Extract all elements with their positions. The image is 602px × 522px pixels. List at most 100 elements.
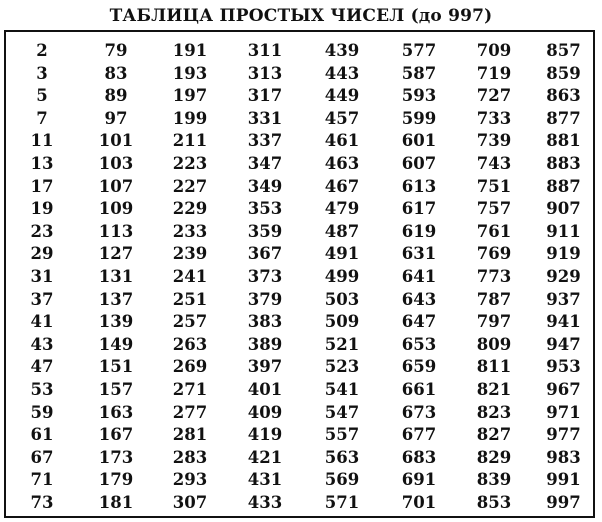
table-cell: 941 <box>546 312 581 332</box>
table-cell: 491 <box>324 244 360 264</box>
table-cell: 173 <box>98 447 134 467</box>
table-cell: 743 <box>476 153 512 173</box>
table-cell: 263 <box>172 334 208 354</box>
table-cell: 733 <box>476 108 512 128</box>
table-cell: 431 <box>247 470 283 490</box>
table-cell: 787 <box>476 289 512 309</box>
table-cell: 521 <box>324 334 360 354</box>
table-cell: 631 <box>401 244 437 264</box>
table-cell: 757 <box>476 199 512 219</box>
table-cell: 593 <box>401 86 437 106</box>
table-cell: 47 <box>30 357 54 377</box>
table-cell: 823 <box>476 402 512 422</box>
table-cell: 419 <box>247 425 283 445</box>
table-cell: 241 <box>172 266 208 286</box>
table-cell: 677 <box>401 425 437 445</box>
table-cell: 881 <box>546 131 581 151</box>
table-cell: 251 <box>172 289 208 309</box>
table-cell: 761 <box>476 221 512 241</box>
table-cell: 947 <box>546 334 581 354</box>
table-cell: 3 <box>36 63 48 83</box>
table-cell: 617 <box>401 199 437 219</box>
table-cell: 29 <box>30 244 54 264</box>
table-cell: 503 <box>324 289 360 309</box>
table-cell: 89 <box>104 86 128 106</box>
table-cell: 461 <box>324 131 360 151</box>
table-cell: 421 <box>247 447 283 467</box>
prime-table-frame: 2 79 191 311 439 577 709 857 3 83 193 313 443 587 719 8… <box>4 30 595 518</box>
table-cell: 647 <box>401 312 437 332</box>
table-cell: 719 <box>476 63 512 83</box>
table-cell: 227 <box>172 176 208 196</box>
table-cell: 269 <box>172 357 208 377</box>
table-cell: 641 <box>401 266 437 286</box>
table-cell: 659 <box>401 357 437 377</box>
table-cell: 829 <box>476 447 512 467</box>
table-cell: 67 <box>30 447 54 467</box>
table-cell: 523 <box>324 357 360 377</box>
table-cell: 31 <box>30 266 54 286</box>
table-cell: 499 <box>324 266 360 286</box>
table-cell: 199 <box>172 108 208 128</box>
table-cell: 5 <box>36 86 48 106</box>
table-cell: 157 <box>98 379 134 399</box>
table-cell: 313 <box>247 63 283 83</box>
table-cell: 73 <box>30 492 54 512</box>
table-cell: 109 <box>98 199 134 219</box>
table-cell: 701 <box>401 492 437 512</box>
table-cell: 53 <box>30 379 54 399</box>
table-cell: 563 <box>324 447 360 467</box>
table-cell: 359 <box>247 221 283 241</box>
table-cell: 821 <box>476 379 512 399</box>
table-cell: 739 <box>476 131 512 151</box>
table-cell: 223 <box>172 153 208 173</box>
table-cell: 643 <box>401 289 437 309</box>
table-cell: 569 <box>324 470 360 490</box>
table-cell: 967 <box>546 379 581 399</box>
table-cell: 487 <box>324 221 360 241</box>
table-cell: 467 <box>324 176 360 196</box>
table-cell: 61 <box>30 425 54 445</box>
table-cell: 673 <box>401 402 437 422</box>
table-cell: 827 <box>476 425 512 445</box>
table-cell: 127 <box>98 244 134 264</box>
table-cell: 887 <box>546 176 581 196</box>
table-cell: 337 <box>247 131 283 151</box>
table-cell: 859 <box>546 63 581 83</box>
table-cell: 983 <box>546 447 581 467</box>
table-cell: 233 <box>172 221 208 241</box>
table-cell: 863 <box>546 86 581 106</box>
table-cell: 307 <box>172 492 208 512</box>
table-cell: 769 <box>476 244 512 264</box>
table-cell: 149 <box>98 334 134 354</box>
table-cell: 271 <box>172 379 208 399</box>
table-cell: 439 <box>324 41 360 60</box>
table-cell: 181 <box>98 492 134 512</box>
table-cell: 449 <box>324 86 360 106</box>
table-cell: 349 <box>247 176 283 196</box>
table-cell: 857 <box>546 41 581 60</box>
table-cell: 809 <box>476 334 512 354</box>
table-title: ТАБЛИЦА ПРОСТЫХ ЧИСЕЛ (до 997) <box>109 6 493 26</box>
table-cell: 179 <box>98 470 134 490</box>
table-cell: 353 <box>247 199 283 219</box>
table-cell: 997 <box>546 492 581 512</box>
table-cell: 167 <box>98 425 134 445</box>
table-cell: 443 <box>324 63 360 83</box>
table-cell: 389 <box>247 334 283 354</box>
table-cell: 283 <box>172 447 208 467</box>
table-cell: 401 <box>247 379 283 399</box>
table-cell: 379 <box>247 289 283 309</box>
table-cell: 839 <box>476 470 512 490</box>
table-cell: 433 <box>247 492 283 512</box>
table-cell: 457 <box>324 108 360 128</box>
table-cell: 547 <box>324 402 360 422</box>
table-cell: 229 <box>172 199 208 219</box>
table-cell: 211 <box>172 131 208 151</box>
table-cell: 367 <box>247 244 283 264</box>
table-cell: 883 <box>546 153 581 173</box>
table-cell: 13 <box>30 153 54 173</box>
table-cell: 97 <box>104 108 128 128</box>
table-cell: 953 <box>546 357 581 377</box>
table-cell: 661 <box>401 379 437 399</box>
